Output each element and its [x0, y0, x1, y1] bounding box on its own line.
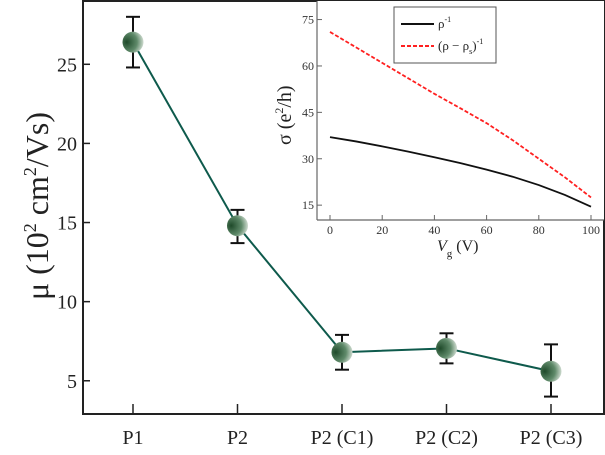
- data-point: [227, 215, 248, 237]
- inset-y-tick-label: 60: [302, 59, 314, 73]
- inset-x-tick-label: 80: [533, 223, 545, 237]
- inset-y-tick-label: 75: [302, 13, 314, 27]
- legend-label-rho-rhos: (ρ − ρs)-1: [438, 37, 483, 56]
- x-tick-label: P2 (C3): [520, 427, 583, 449]
- data-point: [122, 31, 144, 53]
- series-line-rho: [329, 136, 592, 208]
- data-point: [436, 337, 457, 359]
- inset-x-tick-label: 100: [582, 223, 600, 237]
- data-point: [540, 360, 562, 382]
- main-y-axis-label: μ (102 cm2/Vs): [19, 112, 55, 300]
- legend-label-rho: ρ-1: [438, 15, 451, 31]
- y-tick-label: 15: [57, 213, 77, 235]
- data-point: [331, 341, 353, 363]
- series-line-rho-rhos: [329, 31, 592, 199]
- inset-y-tick-label: 30: [302, 152, 314, 166]
- inset-y-tick-label: 15: [302, 198, 314, 212]
- inset-x-tick-label: 60: [481, 223, 493, 237]
- inset-y-tick-label: 45: [302, 105, 314, 119]
- inset-x-tick-label: 0: [327, 223, 333, 237]
- x-tick-label: P2 (C1): [311, 427, 374, 449]
- y-tick-label: 10: [57, 292, 77, 314]
- x-tick-label: P2: [227, 427, 248, 449]
- y-tick-label: 5: [67, 371, 77, 393]
- inset-x-tick-label: 20: [376, 223, 388, 237]
- x-tick-label: P1: [122, 427, 143, 449]
- y-tick-label: 20: [57, 133, 77, 155]
- main-plot: 5 10 15 20 25 P1 P2 P2 (C1) P2 (C2) P2 (C3): [57, 0, 605, 449]
- inset-legend: ρ-1 (ρ − ρs)-1: [393, 6, 497, 64]
- x-tick-label: P2 (C2): [415, 427, 478, 449]
- inset-y-axis-label: σ (e2/h): [272, 85, 296, 145]
- inset-x-axis-label: Vg (V): [437, 238, 479, 260]
- inset-x-tick-label: 40: [428, 223, 440, 237]
- y-tick-label: 25: [57, 54, 77, 76]
